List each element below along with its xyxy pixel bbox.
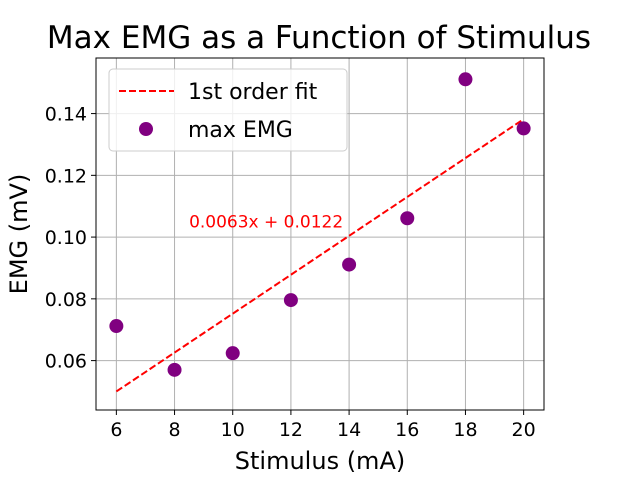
- x-axis-label: Stimulus (mA): [235, 447, 405, 475]
- y-axis-label: EMG (mV): [5, 174, 33, 295]
- x-tick-label: 14: [337, 419, 361, 441]
- y-axis-ticks: 0.06 0.08 0.10 0.12 0.14: [45, 104, 96, 373]
- y-tick-label: 0.12: [45, 165, 87, 187]
- x-tick-label: 6: [110, 419, 122, 441]
- legend-scatter-label: max EMG: [188, 118, 293, 143]
- data-point: [458, 72, 473, 87]
- x-tick-label: 18: [453, 419, 477, 441]
- x-tick-label: 10: [221, 419, 245, 441]
- x-axis-ticks: 6 8 10 12 14 16 18 20: [110, 410, 536, 441]
- x-tick-label: 20: [512, 419, 536, 441]
- legend-scatter-marker: [139, 122, 153, 136]
- plot-area-frame: [95, 57, 545, 411]
- x-tick-label: 12: [279, 419, 303, 441]
- y-tick-label: 0.10: [45, 227, 87, 249]
- legend-fit-label: 1st order fit: [188, 80, 318, 105]
- x-tick-label: 8: [168, 419, 180, 441]
- data-point: [109, 319, 124, 334]
- fit-line-layer: [115, 118, 525, 393]
- scatter-points: [109, 72, 531, 377]
- legend-box: [108, 68, 348, 152]
- data-point: [400, 211, 415, 226]
- x-tick-label: 16: [395, 419, 419, 441]
- fit-line: [115, 118, 525, 393]
- y-tick-label: 0.08: [45, 289, 87, 311]
- data-point: [283, 293, 298, 308]
- y-tick-label: 0.14: [45, 104, 87, 126]
- data-point: [342, 257, 357, 272]
- data-point: [516, 121, 531, 136]
- legend: 1st order fit max EMG: [108, 68, 348, 152]
- data-point: [225, 346, 240, 361]
- y-tick-label: 0.06: [45, 351, 87, 373]
- data-point: [167, 362, 182, 377]
- chart-title: Max EMG as a Function of Stimulus: [47, 20, 591, 56]
- fit-equation-annotation: 0.0063x + 0.0122: [189, 213, 343, 233]
